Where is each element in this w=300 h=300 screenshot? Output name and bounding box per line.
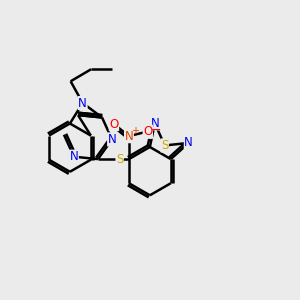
Text: +: +: [131, 126, 140, 136]
Text: N: N: [151, 117, 159, 130]
Text: N: N: [78, 97, 87, 110]
Text: N: N: [124, 130, 133, 142]
Text: O: O: [110, 118, 118, 130]
Text: N: N: [184, 136, 193, 149]
Text: N: N: [108, 133, 116, 146]
Text: S: S: [161, 139, 168, 152]
Text: O: O: [143, 125, 152, 138]
Text: S: S: [116, 153, 123, 166]
Text: N: N: [70, 150, 78, 163]
Text: −: −: [151, 124, 161, 137]
